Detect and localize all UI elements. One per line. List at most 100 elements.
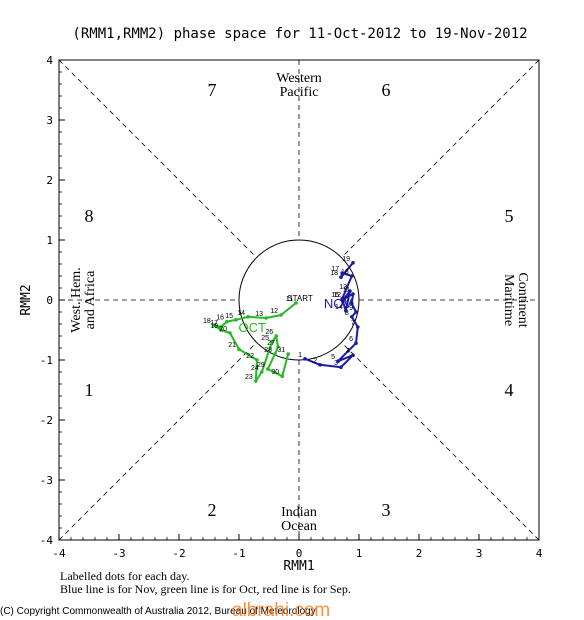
- day-label: 15: [331, 292, 339, 299]
- day-dot: [351, 353, 355, 358]
- day-dot: [276, 345, 280, 349]
- day-dot: [340, 297, 345, 301]
- day-label: 27: [267, 340, 275, 347]
- plot-frame: [58, 59, 540, 541]
- day-dot: [246, 315, 250, 319]
- day-dot: [234, 318, 238, 322]
- day-label: 19: [342, 256, 350, 263]
- x-tick-label: 0: [296, 547, 303, 560]
- phase-number: 8: [85, 206, 94, 226]
- day-dot: [336, 359, 340, 364]
- day-dot: [264, 316, 268, 320]
- y-tick-label: 0: [46, 294, 53, 307]
- day-label: 28: [264, 347, 272, 354]
- region-label-bottom: Ocean: [281, 519, 317, 534]
- day-label: 14: [237, 310, 245, 317]
- phase-number: 4: [505, 380, 514, 400]
- day-dot: [228, 331, 232, 335]
- day-label: 16: [341, 269, 349, 276]
- day-label: 5: [331, 354, 335, 361]
- diagonal-guide: [58, 342, 257, 541]
- region-label-bottom: Indian: [281, 505, 317, 520]
- day-dot: [274, 334, 279, 338]
- day-label: 3: [334, 360, 338, 367]
- day-dot: [237, 347, 241, 352]
- x-tick-label: -3: [112, 547, 125, 560]
- month-label: OCT: [238, 320, 266, 335]
- day-dot: [254, 379, 258, 383]
- day-dot: [344, 309, 348, 313]
- y-tick-label: -1: [40, 354, 53, 367]
- day-label: 15: [225, 313, 233, 320]
- y-tick-label: -3: [40, 474, 53, 487]
- day-label: 4: [346, 348, 350, 355]
- day-dot: [279, 313, 283, 317]
- day-label: 2: [313, 358, 317, 365]
- phase-number: 6: [382, 80, 391, 100]
- footer-line-1: Labelled dots for each day.: [60, 569, 190, 583]
- day-label: 26: [265, 329, 273, 336]
- day-dot: [286, 352, 291, 356]
- day-label: 1: [298, 352, 302, 359]
- region-label-left: and Africa: [83, 270, 98, 329]
- day-dot: [303, 357, 307, 361]
- x-tick-label: 2: [416, 547, 423, 560]
- diagonal-guide: [58, 59, 257, 258]
- day-dot: [280, 374, 285, 379]
- watermark-text: albrahi.com: [232, 600, 330, 620]
- unit-circle: [238, 239, 360, 361]
- day-label: 21: [228, 342, 236, 349]
- day-label: 20: [219, 326, 227, 333]
- x-tick-label: 1: [356, 547, 363, 560]
- day-label: 18: [330, 270, 338, 277]
- day-label: 7: [351, 320, 355, 327]
- diagonal-guide: [341, 342, 540, 541]
- phase-guides: [58, 59, 540, 541]
- day-dot: [212, 323, 216, 328]
- day-dot: [318, 363, 322, 367]
- x-axis-label: RMM1: [283, 559, 314, 574]
- x-tick-label: 4: [536, 547, 543, 560]
- region-label-top: Western: [276, 71, 322, 86]
- day-dot: [219, 328, 223, 332]
- day-dot: [219, 325, 223, 329]
- day-dot: [266, 367, 270, 371]
- phase-number: 1: [85, 380, 94, 400]
- day-dot: [339, 365, 343, 370]
- day-dot: [255, 358, 259, 362]
- region-label-left: West. Hem.: [69, 267, 84, 332]
- day-dot: [225, 319, 229, 324]
- y-tick-label: 3: [46, 114, 53, 127]
- y-tick-label: -4: [40, 534, 54, 547]
- region-label-right: Continent: [515, 272, 530, 327]
- day-dot: [354, 341, 358, 346]
- day-label: 16: [216, 315, 224, 322]
- day-label: 29: [257, 362, 265, 369]
- x-tick-label: 3: [476, 547, 483, 560]
- day-dot: [354, 310, 358, 314]
- phase-number: 3: [382, 500, 391, 520]
- day-label: 11: [343, 287, 350, 294]
- day-label: 19: [210, 323, 218, 330]
- copyright-text: (C) Copyright Commonwealth of Australia …: [0, 606, 316, 617]
- day-label: 24: [251, 365, 259, 372]
- day-label: 13: [255, 311, 263, 318]
- footer-line-2: Blue line is for Nov, green line is for …: [60, 582, 351, 596]
- y-axis-label: RMM2: [19, 284, 34, 315]
- month-label: NOV: [324, 296, 353, 311]
- day-label: 13: [339, 284, 347, 291]
- day-dot: [356, 325, 360, 329]
- day-dot: [270, 340, 274, 344]
- start-label: START: [287, 294, 313, 303]
- day-label: 12: [270, 308, 278, 315]
- diagonal-guide: [341, 59, 540, 258]
- day-dot: [351, 292, 355, 296]
- day-label: 25: [261, 335, 269, 342]
- day-label: 17: [331, 266, 339, 273]
- day-label: 6: [349, 336, 353, 343]
- day-label: 18: [203, 318, 211, 325]
- phase-number: 2: [208, 500, 217, 520]
- y-tick-label: -2: [40, 414, 53, 427]
